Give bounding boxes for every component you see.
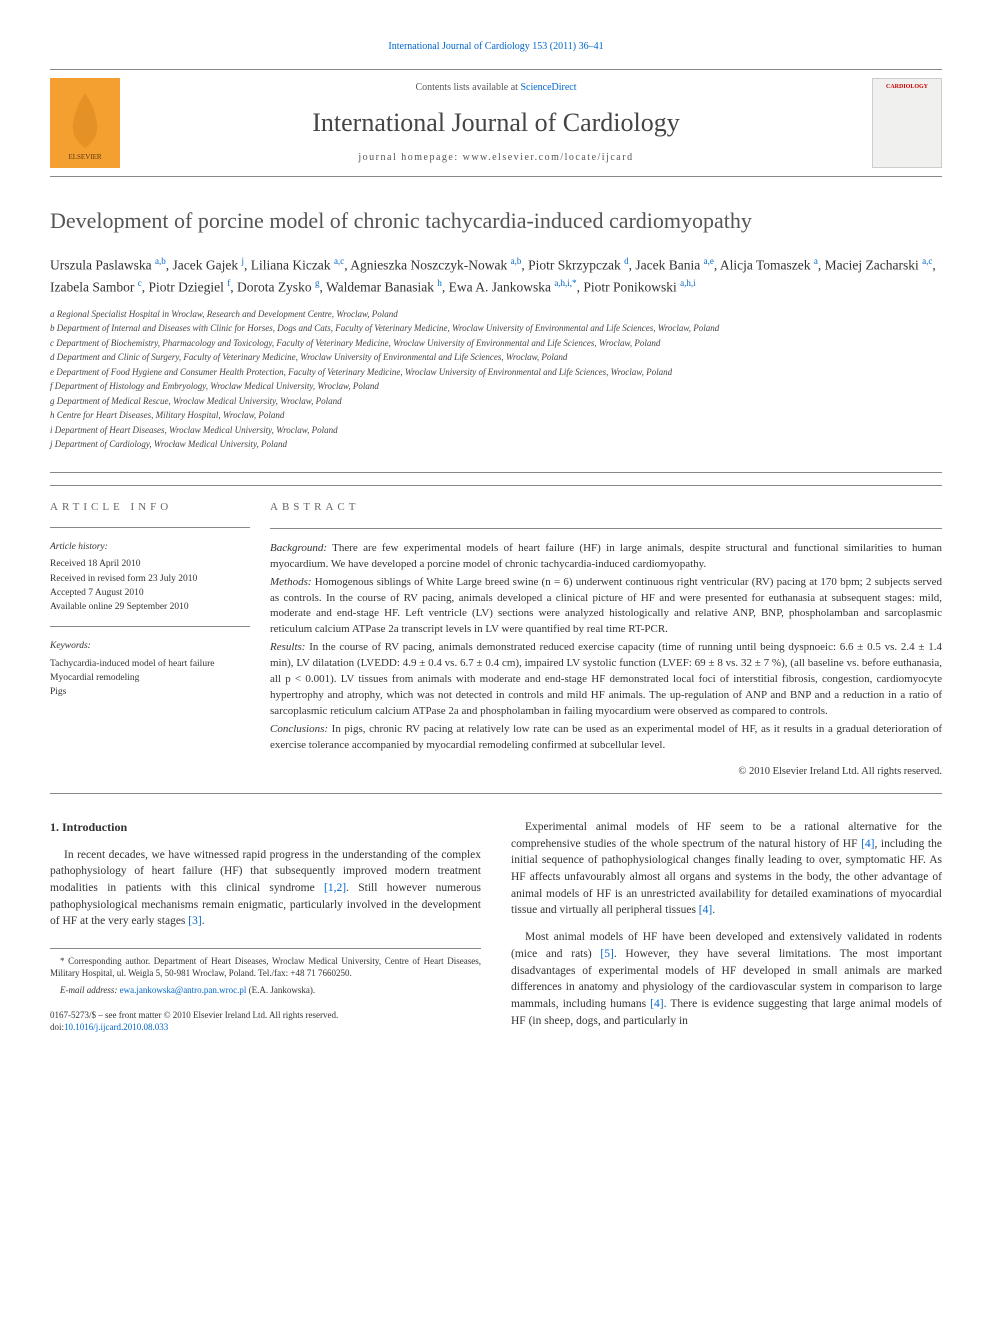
elsevier-tree-icon: ELSEVIER (55, 83, 115, 163)
ref-link[interactable]: [1,2] (324, 882, 346, 894)
email-footnote: E-mail address: ewa.jankowska@antro.pan.… (50, 984, 481, 997)
issn-line: 0167-5273/$ – see front matter © 2010 El… (50, 1009, 481, 1022)
affiliation-item: a Regional Specialist Hospital in Wrocla… (50, 308, 942, 322)
keywords-block: Keywords: Tachycardia-induced model of h… (50, 639, 250, 699)
article-info-heading: ARTICLE INFO (50, 500, 250, 515)
ref-link[interactable]: [3] (188, 915, 201, 927)
intro-paragraph-2: Experimental animal models of HF seem to… (511, 819, 942, 919)
doi-line: doi:10.1016/j.ijcard.2010.08.033 (50, 1021, 481, 1034)
abstract-heading: ABSTRACT (270, 500, 942, 516)
divider (50, 527, 250, 528)
cover-label: CARDIOLOGY (877, 83, 937, 91)
elsevier-logo: ELSEVIER (50, 78, 120, 168)
copyright-line: © 2010 Elsevier Ireland Ltd. All rights … (270, 764, 942, 779)
corresponding-author-footnote: * Corresponding author. Department of He… (50, 955, 481, 980)
keywords-heading: Keywords: (50, 639, 250, 653)
online-date: Available online 29 September 2010 (50, 600, 250, 614)
background-text: There are few experimental models of hea… (270, 542, 942, 570)
divider (270, 528, 942, 529)
body-columns: 1. Introduction In recent decades, we ha… (50, 819, 942, 1039)
body-text: . (712, 904, 715, 916)
accepted-date: Accepted 7 August 2010 (50, 586, 250, 600)
article-info-column: ARTICLE INFO Article history: Received 1… (50, 500, 270, 779)
history-heading: Article history: (50, 540, 250, 554)
methods-text: Homogenous siblings of White Large breed… (270, 576, 942, 636)
affiliation-item: e Department of Food Hygiene and Consume… (50, 366, 942, 380)
contents-line: Contents lists available at ScienceDirec… (120, 81, 872, 95)
affiliation-item: i Department of Heart Diseases, Wroclaw … (50, 424, 942, 438)
intro-paragraph-1: In recent decades, we have witnessed rap… (50, 847, 481, 930)
svg-text:ELSEVIER: ELSEVIER (68, 153, 101, 161)
results-text: In the course of RV pacing, animals demo… (270, 641, 942, 717)
keyword: Myocardial remodeling (50, 671, 250, 685)
footnote-block: * Corresponding author. Department of He… (50, 948, 481, 997)
divider (50, 626, 250, 627)
sciencedirect-link[interactable]: ScienceDirect (520, 82, 576, 93)
affiliation-item: h Centre for Heart Diseases, Military Ho… (50, 409, 942, 423)
results-label: Results: (270, 641, 305, 653)
body-text: . (202, 915, 205, 927)
article-title: Development of porcine model of chronic … (50, 207, 942, 236)
background-label: Background: (270, 542, 327, 554)
citation-text[interactable]: International Journal of Cardiology 153 … (388, 41, 603, 52)
bottom-publication-info: 0167-5273/$ – see front matter © 2010 El… (50, 1009, 481, 1034)
email-label: E-mail address: (60, 985, 120, 995)
abstract-column: ABSTRACT Background: There are few exper… (270, 500, 942, 779)
conclusions-label: Conclusions: (270, 723, 328, 735)
affiliation-item: b Department of Internal and Diseases wi… (50, 322, 942, 336)
abstract-results: Results: In the course of RV pacing, ani… (270, 640, 942, 720)
revised-date: Received in revised form 23 July 2010 (50, 572, 250, 586)
ref-link[interactable]: [4] (650, 998, 663, 1010)
doi-link[interactable]: 10.1016/j.ijcard.2010.08.033 (64, 1022, 168, 1032)
banner-center: Contents lists available at ScienceDirec… (120, 81, 872, 165)
email-suffix: (E.A. Jankowska). (246, 985, 315, 995)
abstract-methods: Methods: Homogenous siblings of White La… (270, 575, 942, 639)
received-date: Received 18 April 2010 (50, 557, 250, 571)
affiliation-item: c Department of Biochemistry, Pharmacolo… (50, 337, 942, 351)
affiliations-list: a Regional Specialist Hospital in Wrocla… (50, 308, 942, 452)
contents-prefix: Contents lists available at (415, 82, 520, 93)
journal-homepage: journal homepage: www.elsevier.com/locat… (120, 151, 872, 165)
intro-paragraph-3: Most animal models of HF have been devel… (511, 929, 942, 1029)
body-column-left: 1. Introduction In recent decades, we ha… (50, 819, 481, 1039)
ref-link[interactable]: [5] (600, 948, 613, 960)
body-column-right: Experimental animal models of HF seem to… (511, 819, 942, 1039)
affiliation-item: j Department of Cardiology, Wrocław Medi… (50, 438, 942, 452)
history-block: Article history: Received 18 April 2010 … (50, 540, 250, 614)
email-link[interactable]: ewa.jankowska@antro.pan.wroc.pl (120, 985, 247, 995)
affiliation-item: f Department of Histology and Embryology… (50, 380, 942, 394)
journal-name: International Journal of Cardiology (120, 105, 872, 141)
methods-label: Methods: (270, 576, 312, 588)
affiliation-item: d Department and Clinic of Surgery, Facu… (50, 351, 942, 365)
authors-list: Urszula Paslawska a,b, Jacek Gajek j, Li… (50, 254, 942, 298)
divider (50, 472, 942, 473)
info-abstract-row: ARTICLE INFO Article history: Received 1… (50, 485, 942, 794)
affiliation-item: g Department of Medical Rescue, Wroclaw … (50, 395, 942, 409)
abstract-conclusions: Conclusions: In pigs, chronic RV pacing … (270, 722, 942, 754)
journal-citation-header: International Journal of Cardiology 153 … (50, 40, 942, 54)
section-heading-intro: 1. Introduction (50, 819, 481, 836)
conclusions-text: In pigs, chronic RV pacing at relatively… (270, 723, 942, 751)
abstract-background: Background: There are few experimental m… (270, 541, 942, 573)
ref-link[interactable]: [4] (699, 904, 712, 916)
journal-cover-thumbnail: CARDIOLOGY (872, 78, 942, 168)
journal-banner: ELSEVIER Contents lists available at Sci… (50, 69, 942, 177)
keyword: Pigs (50, 685, 250, 699)
ref-link[interactable]: [4] (861, 838, 874, 850)
keyword: Tachycardia-induced model of heart failu… (50, 657, 250, 671)
doi-label: doi: (50, 1022, 64, 1032)
